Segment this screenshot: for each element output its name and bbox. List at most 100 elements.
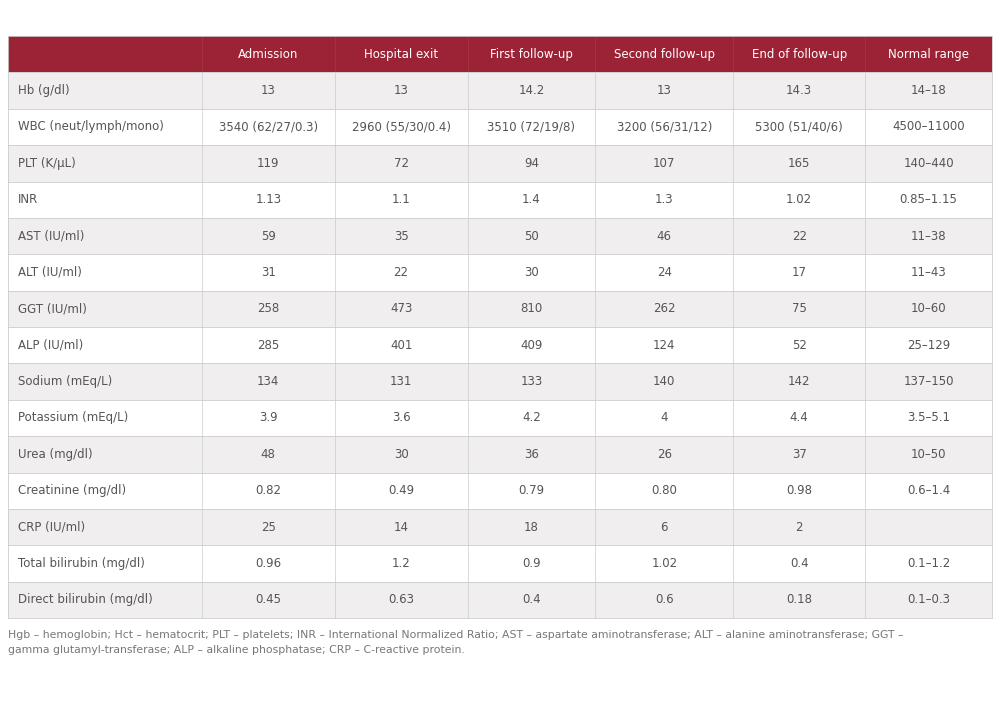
Text: 0.80: 0.80 bbox=[651, 484, 677, 497]
Text: 13: 13 bbox=[657, 84, 672, 97]
Text: First follow-up: First follow-up bbox=[490, 48, 573, 61]
Text: 11–43: 11–43 bbox=[911, 266, 946, 279]
Text: 0.49: 0.49 bbox=[388, 484, 414, 497]
Text: 10–60: 10–60 bbox=[911, 302, 946, 316]
Text: 4: 4 bbox=[661, 412, 668, 424]
Text: 50: 50 bbox=[524, 229, 539, 243]
Bar bbox=[8, 472, 992, 509]
Text: 107: 107 bbox=[653, 157, 676, 170]
Text: 31: 31 bbox=[261, 266, 276, 279]
Text: 137–150: 137–150 bbox=[903, 375, 954, 388]
Text: 3.5–5.1: 3.5–5.1 bbox=[907, 412, 950, 424]
Text: 0.4: 0.4 bbox=[790, 557, 808, 570]
Text: 1.1: 1.1 bbox=[392, 193, 410, 206]
Text: ALT (IU/ml): ALT (IU/ml) bbox=[18, 266, 82, 279]
Text: 0.18: 0.18 bbox=[786, 593, 812, 606]
Text: Hb (g/dl): Hb (g/dl) bbox=[18, 84, 70, 97]
Text: Total bilirubin (mg/dl): Total bilirubin (mg/dl) bbox=[18, 557, 145, 570]
Text: INR: INR bbox=[18, 193, 38, 206]
Text: 473: 473 bbox=[390, 302, 412, 316]
Text: 3.9: 3.9 bbox=[259, 412, 278, 424]
Text: Urea (mg/dl): Urea (mg/dl) bbox=[18, 448, 93, 461]
Text: 22: 22 bbox=[792, 229, 807, 243]
Text: 0.98: 0.98 bbox=[786, 484, 812, 497]
Text: 131: 131 bbox=[390, 375, 412, 388]
Bar bbox=[8, 36, 992, 73]
Text: 37: 37 bbox=[792, 448, 807, 461]
Text: 0.85–1.15: 0.85–1.15 bbox=[900, 193, 957, 206]
Text: 24: 24 bbox=[657, 266, 672, 279]
Bar bbox=[8, 109, 992, 145]
Text: GGT (IU/ml): GGT (IU/ml) bbox=[18, 302, 87, 316]
Text: Admission: Admission bbox=[238, 48, 298, 61]
Text: 262: 262 bbox=[653, 302, 676, 316]
Text: 0.9: 0.9 bbox=[522, 557, 541, 570]
Text: 25: 25 bbox=[261, 520, 276, 534]
Text: 165: 165 bbox=[788, 157, 810, 170]
Bar bbox=[8, 291, 992, 327]
Text: 0.1–0.3: 0.1–0.3 bbox=[907, 593, 950, 606]
Text: PLT (K/μL): PLT (K/μL) bbox=[18, 157, 76, 170]
Text: 13: 13 bbox=[394, 84, 409, 97]
Text: Normal range: Normal range bbox=[888, 48, 969, 61]
Text: 2: 2 bbox=[795, 520, 803, 534]
Text: 1.3: 1.3 bbox=[655, 193, 674, 206]
Text: 0.45: 0.45 bbox=[255, 593, 281, 606]
Bar bbox=[8, 218, 992, 254]
Text: Hospital exit: Hospital exit bbox=[364, 48, 438, 61]
Text: 52: 52 bbox=[792, 339, 807, 352]
Text: 30: 30 bbox=[524, 266, 539, 279]
Text: 14.3: 14.3 bbox=[786, 84, 812, 97]
Text: 3200 (56/31/12): 3200 (56/31/12) bbox=[617, 121, 712, 133]
Text: 6: 6 bbox=[661, 520, 668, 534]
Text: 59: 59 bbox=[261, 229, 276, 243]
Text: 26: 26 bbox=[657, 448, 672, 461]
Text: 1.13: 1.13 bbox=[255, 193, 281, 206]
Bar bbox=[8, 509, 992, 545]
Text: 0.96: 0.96 bbox=[255, 557, 281, 570]
Bar bbox=[8, 145, 992, 181]
Text: Creatinine (mg/dl): Creatinine (mg/dl) bbox=[18, 484, 126, 497]
Text: 409: 409 bbox=[520, 339, 543, 352]
Text: 13: 13 bbox=[261, 84, 276, 97]
Text: 4500–11000: 4500–11000 bbox=[892, 121, 965, 133]
Text: 3540 (62/27/0.3): 3540 (62/27/0.3) bbox=[219, 121, 318, 133]
Text: 30: 30 bbox=[394, 448, 408, 461]
Text: 119: 119 bbox=[257, 157, 280, 170]
Text: 2960 (55/30/0.4): 2960 (55/30/0.4) bbox=[352, 121, 451, 133]
Text: End of follow-up: End of follow-up bbox=[752, 48, 847, 61]
Text: 36: 36 bbox=[524, 448, 539, 461]
Bar bbox=[8, 181, 992, 218]
Text: 142: 142 bbox=[788, 375, 810, 388]
Text: 14–18: 14–18 bbox=[911, 84, 946, 97]
Bar bbox=[8, 254, 992, 291]
Bar bbox=[8, 364, 992, 400]
Text: 4.2: 4.2 bbox=[522, 412, 541, 424]
Text: 810: 810 bbox=[520, 302, 543, 316]
Text: 17: 17 bbox=[792, 266, 807, 279]
Text: 0.6: 0.6 bbox=[655, 593, 674, 606]
Text: 140–440: 140–440 bbox=[903, 157, 954, 170]
Text: 285: 285 bbox=[257, 339, 279, 352]
Bar bbox=[8, 545, 992, 582]
Bar bbox=[8, 436, 992, 472]
Text: 1.02: 1.02 bbox=[651, 557, 677, 570]
Text: 46: 46 bbox=[657, 229, 672, 243]
Text: 22: 22 bbox=[394, 266, 409, 279]
Text: Potassium (mEq/L): Potassium (mEq/L) bbox=[18, 412, 128, 424]
Text: 72: 72 bbox=[394, 157, 409, 170]
Text: 11–38: 11–38 bbox=[911, 229, 946, 243]
Text: ALP (IU/ml): ALP (IU/ml) bbox=[18, 339, 83, 352]
Text: 258: 258 bbox=[257, 302, 279, 316]
Text: 0.6–1.4: 0.6–1.4 bbox=[907, 484, 950, 497]
Text: 35: 35 bbox=[394, 229, 408, 243]
Text: 75: 75 bbox=[792, 302, 807, 316]
Text: 14.2: 14.2 bbox=[518, 84, 545, 97]
Text: 0.63: 0.63 bbox=[388, 593, 414, 606]
Text: Second follow-up: Second follow-up bbox=[614, 48, 715, 61]
Text: 134: 134 bbox=[257, 375, 279, 388]
Text: 14: 14 bbox=[394, 520, 409, 534]
Text: WBC (neut/lymph/mono): WBC (neut/lymph/mono) bbox=[18, 121, 164, 133]
Text: 0.82: 0.82 bbox=[255, 484, 281, 497]
Text: 25–129: 25–129 bbox=[907, 339, 950, 352]
